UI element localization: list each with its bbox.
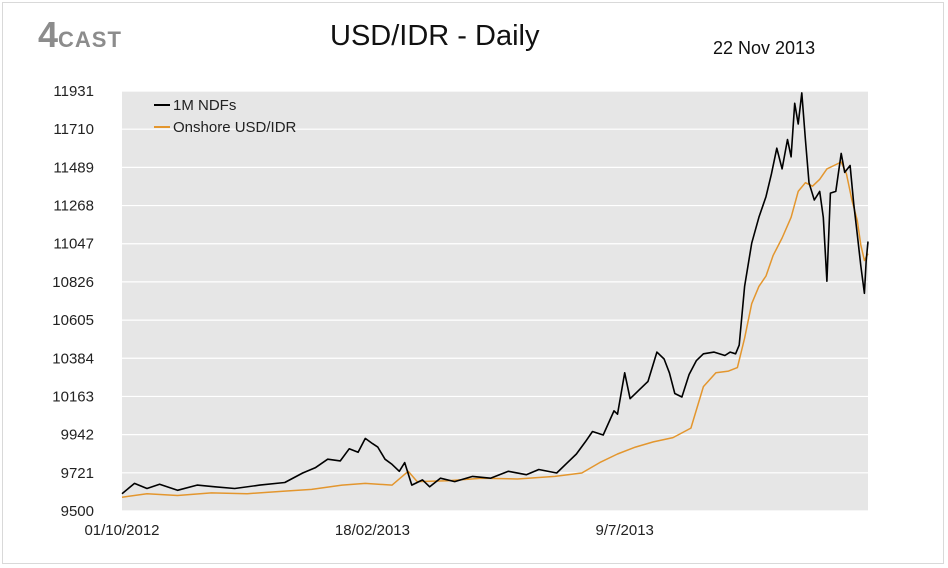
- x-tick-label: 9/7/2013: [596, 522, 654, 539]
- legend: 1M NDFs Onshore USD/IDR: [154, 97, 297, 136]
- y-tick-label: 10826: [52, 274, 94, 291]
- gridlines: [122, 90, 868, 512]
- series-line-1m-ndfs: [121, 92, 869, 495]
- y-tick-label: 11489: [53, 159, 94, 176]
- chart-date: 22 Nov 2013: [713, 38, 816, 58]
- y-tick-label: 9721: [61, 465, 94, 482]
- y-tick-label: 10163: [52, 388, 94, 405]
- y-tick-label: 10605: [52, 312, 94, 329]
- x-tick-label: 18/02/2013: [335, 522, 410, 539]
- y-tick-label: 9942: [61, 427, 94, 444]
- y-tick-label: 9500: [61, 503, 94, 520]
- series-lines: [121, 92, 869, 498]
- y-tick-label: 11710: [53, 121, 94, 138]
- logo-word: CAST: [58, 27, 122, 52]
- legend-label: 1M NDFs: [173, 97, 236, 114]
- y-tick-label: 11047: [53, 236, 94, 253]
- brand-logo: 4CAST: [38, 14, 122, 55]
- legend-label: Onshore USD/IDR: [173, 119, 297, 136]
- chart-title: USD/IDR - Daily: [330, 20, 540, 52]
- y-axis-ticks: 9500 9721 9942 10163 10384 10605 10826 11047 112…: [52, 83, 94, 520]
- logo-number: 4: [38, 14, 59, 55]
- y-tick-label: 11268: [53, 198, 94, 215]
- y-tick-label: 11931: [53, 83, 94, 100]
- y-tick-label: 10384: [52, 350, 94, 367]
- series-line-onshore-usd-idr: [121, 161, 869, 498]
- x-axis-ticks: 01/10/2012 18/02/2013 9/7/2013: [84, 522, 653, 539]
- plot-area: [122, 91, 868, 511]
- x-tick-label: 01/10/2012: [84, 522, 159, 539]
